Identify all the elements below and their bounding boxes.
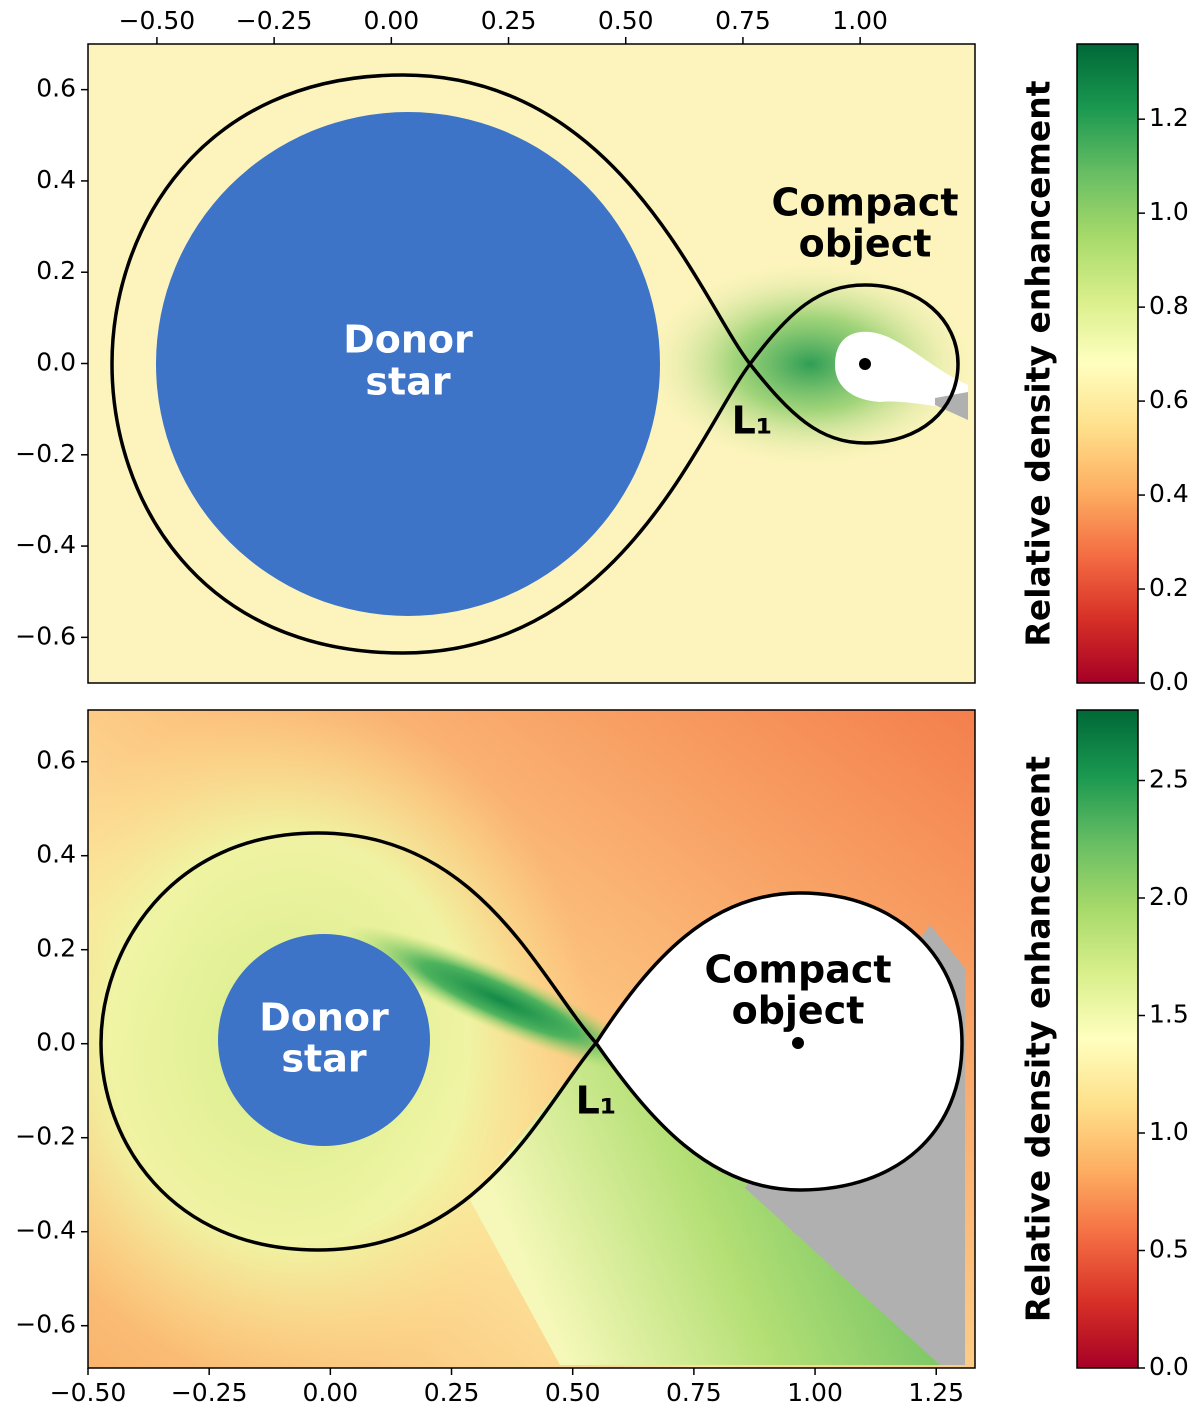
y-tick-label: 0.0	[36, 348, 76, 377]
colorbar-tick-label: 0.4	[1149, 479, 1189, 508]
y-tick-label: −0.2	[15, 1122, 76, 1151]
l1-label: L₁	[576, 1079, 617, 1123]
y-tick-label: −0.4	[15, 530, 76, 559]
plot-frame	[87, 709, 976, 1369]
x-tick-label: −0.50	[119, 6, 196, 35]
roche-lobe	[99, 831, 964, 1252]
y-tick-label: 0.4	[36, 840, 76, 869]
donor-label: star	[365, 360, 450, 404]
y-tick-label: 0.2	[36, 256, 76, 285]
colorbar-tick-label: 2.5	[1149, 765, 1189, 794]
y-tick-label: 0.4	[36, 165, 76, 194]
x-tick-label: −0.50	[50, 1378, 127, 1407]
colorbar-title: Relative density enhancement	[1019, 80, 1058, 646]
x-tick-label: 0.75	[666, 1378, 722, 1407]
colorbar-tick-label: 0.0	[1149, 1352, 1189, 1381]
colorbar-tick-label: 0.8	[1149, 291, 1189, 320]
roche-lobe	[110, 73, 960, 655]
panel-bottom	[88, 710, 975, 1368]
density-stream	[344, 925, 656, 1075]
x-tick-label: 0.75	[715, 6, 771, 35]
colorbar-tick-label: 0.6	[1149, 385, 1189, 414]
y-tick-label: 0.6	[36, 746, 76, 775]
masked-region	[935, 392, 968, 420]
donor-label: Donor	[343, 318, 473, 362]
x-tick-label: 1.00	[787, 1378, 843, 1407]
x-tick-label: 1.25	[908, 1378, 964, 1407]
colorbar-tick-label: 1.0	[1149, 197, 1189, 226]
compact-object	[792, 1037, 804, 1049]
compact-object	[859, 358, 871, 370]
donor-star	[156, 112, 660, 616]
y-tick-label: 0.2	[36, 934, 76, 963]
y-tick-label: 0.6	[36, 74, 76, 103]
colorbar-tick-label: 1.2	[1149, 103, 1189, 132]
x-tick-label: −0.25	[171, 1378, 248, 1407]
y-tick-label: −0.4	[15, 1216, 76, 1245]
colorbar-tick-label: 1.5	[1149, 1000, 1189, 1029]
donor-label: Donor	[259, 996, 389, 1040]
compact-label: Compact	[704, 948, 891, 992]
x-tick-label: 0.25	[424, 1378, 480, 1407]
x-tick-label: 0.50	[545, 1378, 601, 1407]
colorbar-tick-label: 0.2	[1149, 573, 1189, 602]
compact-label: object	[732, 989, 865, 1033]
x-tick-label: 0.00	[363, 6, 419, 35]
colorbar-title: Relative density enhancement	[1019, 756, 1058, 1322]
accretor-region	[596, 893, 962, 1190]
colorbar-tick-label: 0.0	[1149, 667, 1189, 696]
colorbar	[1076, 709, 1139, 1369]
density-plume	[640, 259, 975, 469]
donor-star	[218, 934, 430, 1146]
x-tick-label: 0.25	[481, 6, 537, 35]
x-tick-label: 0.50	[598, 6, 654, 35]
accretor-region	[835, 331, 968, 412]
colorbar-tick-label: 0.5	[1149, 1235, 1189, 1264]
panel-top	[88, 44, 975, 683]
colorbar-tick-label: 1.0	[1149, 1117, 1189, 1146]
l1-label: L₁	[732, 399, 773, 443]
density-wedge	[470, 1043, 945, 1365]
donor-label: star	[281, 1037, 366, 1081]
y-tick-label: −0.2	[15, 439, 76, 468]
compact-label: object	[799, 222, 932, 266]
x-tick-label: −0.25	[236, 6, 313, 35]
y-tick-label: −0.6	[15, 1310, 76, 1339]
y-tick-label: 0.0	[36, 1028, 76, 1057]
y-tick-label: −0.6	[15, 621, 76, 650]
compact-label: Compact	[771, 181, 958, 225]
colorbar-tick-label: 2.0	[1149, 882, 1189, 911]
colorbar	[1076, 43, 1139, 684]
x-tick-label: 0.00	[303, 1378, 359, 1407]
x-tick-label: 1.00	[832, 6, 888, 35]
